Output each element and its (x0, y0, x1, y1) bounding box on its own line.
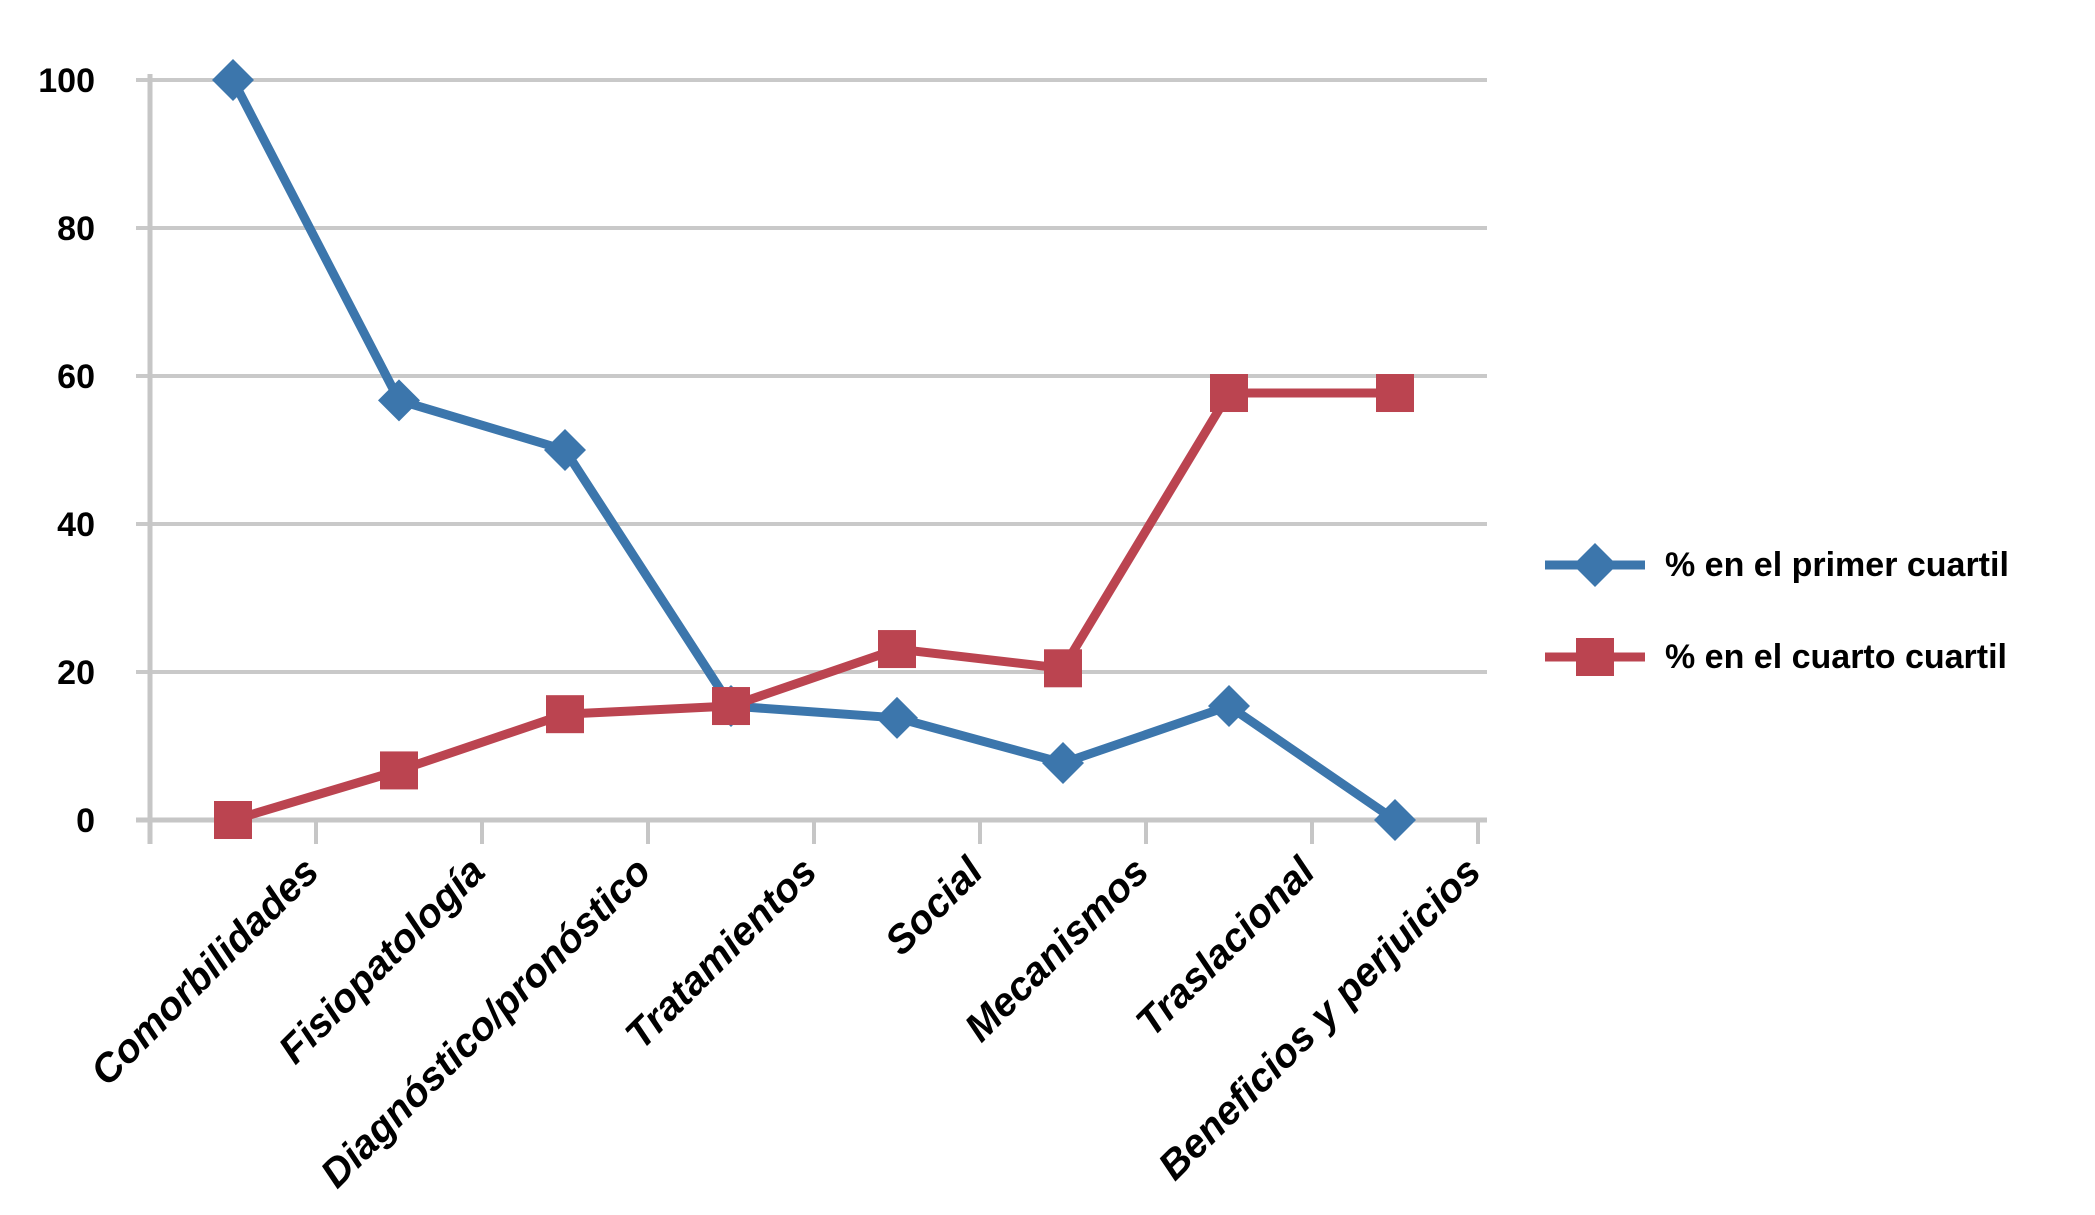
y-tick-label: 60 (57, 358, 95, 396)
y-tick-label: 80 (57, 210, 95, 248)
data-point-diamond (212, 59, 254, 101)
data-point-square (1376, 374, 1414, 413)
data-point-diamond (1042, 742, 1084, 785)
legend-key-diamond-icon (1545, 543, 1645, 587)
y-tick-label: 20 (57, 654, 95, 692)
series-line-1 (228, 388, 1400, 825)
legend-key-square-icon (1545, 638, 1645, 676)
data-point-square (380, 751, 418, 790)
data-point-diamond (378, 379, 420, 422)
series-line-0 (228, 75, 1400, 825)
legend-label-primer-cuartil: % en el primer cuartil (1665, 545, 2009, 584)
legend-label-cuarto-cuartil: % en el cuarto cuartil (1665, 637, 2007, 676)
data-point-diamond (876, 696, 918, 739)
data-point-square (546, 695, 584, 734)
x-category-label: Social (877, 849, 992, 964)
data-point-diamond (1208, 685, 1250, 728)
y-tick-label: 100 (38, 62, 95, 100)
data-point-square (1044, 649, 1082, 688)
data-point-diamond (544, 429, 586, 471)
legend-item-primer-cuartil: % en el primer cuartil (1545, 541, 2009, 589)
data-point-square (878, 630, 916, 669)
data-point-square (1210, 374, 1248, 413)
x-category-label: Diagnóstico/pronóstico (312, 849, 659, 1196)
legend-item-cuarto-cuartil: % en el cuarto cuartil (1545, 633, 2009, 681)
y-tick-label: 40 (57, 506, 95, 544)
data-point-square (712, 687, 750, 726)
data-point-square (214, 801, 252, 839)
legend: % en el primer cuartil % en el cuarto cu… (1545, 541, 2009, 681)
y-tick-label: 0 (76, 802, 95, 840)
data-point-diamond (1374, 799, 1416, 841)
x-category-label: Beneficios y perjuicios (1150, 849, 1489, 1188)
